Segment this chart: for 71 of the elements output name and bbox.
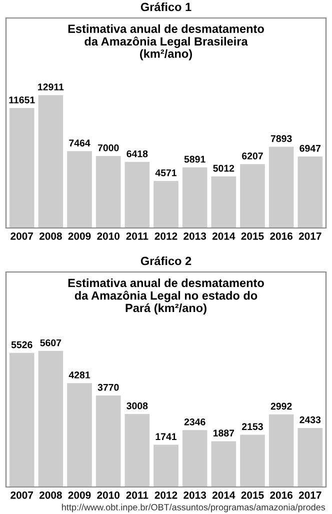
x-tick-label: 2008 xyxy=(39,491,62,499)
bar xyxy=(268,146,294,228)
bar xyxy=(182,167,208,228)
chart-subtitle: Estimativa anual de desmatamento da Amazônia Legal Brasileira (km²/ano) xyxy=(68,24,264,60)
bar xyxy=(67,383,92,487)
data-label: 5891 xyxy=(184,156,206,163)
x-tick-label: 2011 xyxy=(126,232,148,240)
data-label: 1741 xyxy=(156,433,177,440)
data-label: 2346 xyxy=(184,418,206,426)
data-label: 7893 xyxy=(270,135,292,142)
data-label: 7000 xyxy=(98,144,119,152)
bar xyxy=(154,180,178,228)
x-tick-label: 2009 xyxy=(68,232,91,240)
x-tick-label: 2016 xyxy=(270,232,293,240)
x-tick-label: 2009 xyxy=(68,491,91,499)
bar xyxy=(124,162,150,228)
bar xyxy=(182,430,208,487)
x-tick-label: 2012 xyxy=(154,491,178,499)
x-tick-label: 2007 xyxy=(10,232,33,240)
data-label: 5012 xyxy=(213,164,234,172)
data-label: 2992 xyxy=(270,402,292,410)
x-tick-label: 2017 xyxy=(298,232,322,240)
data-label: 3770 xyxy=(98,384,119,391)
x-tick-label: 2017 xyxy=(298,491,322,499)
data-label: 5526 xyxy=(11,341,32,348)
x-tick-label: 2011 xyxy=(126,491,148,499)
data-label: 5607 xyxy=(40,339,62,346)
data-label: 11651 xyxy=(9,96,35,104)
bar xyxy=(38,95,64,228)
bar xyxy=(240,164,265,228)
bar xyxy=(67,151,92,228)
bar xyxy=(268,414,294,487)
chart-title: Gráfico 2 xyxy=(140,256,192,266)
data-label: 4281 xyxy=(68,372,90,378)
data-label: 2433 xyxy=(300,416,321,424)
data-label: 6418 xyxy=(126,150,148,158)
x-tick-label: 2013 xyxy=(184,232,206,240)
data-label: 7464 xyxy=(69,140,90,146)
x-tick-label: 2014 xyxy=(212,491,236,499)
bar xyxy=(211,176,236,228)
bar xyxy=(240,434,265,487)
data-label: 12911 xyxy=(38,84,64,90)
x-tick-label: 2010 xyxy=(97,232,120,240)
bar xyxy=(154,444,178,487)
chart-title: Gráfico 1 xyxy=(140,2,192,12)
bar xyxy=(124,414,150,487)
bar xyxy=(211,441,236,487)
x-tick-label: 2013 xyxy=(184,491,206,499)
data-label: 2153 xyxy=(242,423,263,430)
bar xyxy=(96,396,121,487)
x-tick-label: 2008 xyxy=(39,232,62,240)
x-tick-label: 2007 xyxy=(10,491,33,499)
chart-subtitle: Estimativa anual de desmatamento da Amazônia Legal no estado do Pará (km²/ano) xyxy=(68,278,264,314)
data-label: 3008 xyxy=(126,402,148,410)
bar xyxy=(96,156,121,228)
x-tick-label: 2012 xyxy=(154,232,178,240)
x-tick-label: 2010 xyxy=(97,491,120,499)
text: http://www.obt.inpe.br/OBT/assuntos/programas/amazonia/prodes xyxy=(62,504,326,512)
x-tick-label: 2015 xyxy=(241,491,264,499)
x-tick-label: 2014 xyxy=(212,232,236,240)
data-label: 1887 xyxy=(213,430,234,437)
bar xyxy=(9,352,34,487)
data-label: 4571 xyxy=(155,169,177,176)
bar xyxy=(298,428,323,487)
x-tick-label: 2016 xyxy=(270,491,293,499)
bar xyxy=(9,108,34,228)
data-label: 6207 xyxy=(242,152,263,160)
bar xyxy=(38,350,64,487)
data-label: 6947 xyxy=(300,144,321,152)
bar xyxy=(298,156,323,228)
x-tick-label: 2015 xyxy=(241,232,264,240)
